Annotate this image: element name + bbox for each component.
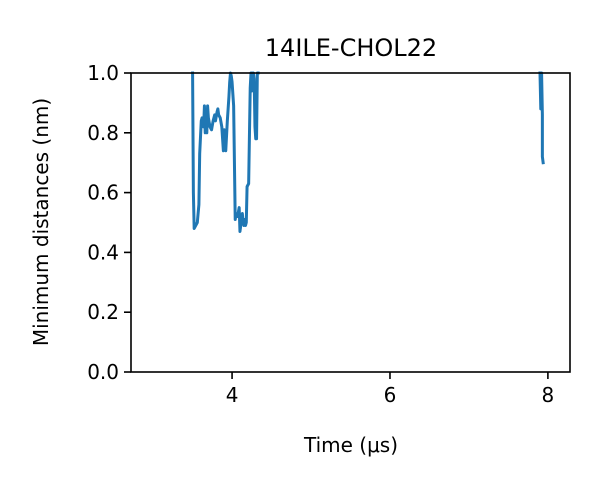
- x-axis-label: Time (μs): [303, 433, 398, 457]
- x-tick-label: 6: [384, 383, 397, 407]
- y-tick-label: 0.4: [87, 240, 119, 264]
- y-tick-label: 1.0: [87, 61, 119, 85]
- y-tick-label: 0.2: [87, 300, 119, 324]
- y-tick-label: 0.6: [87, 181, 119, 205]
- y-tick-label: 0.0: [87, 360, 119, 384]
- x-tick-label: 8: [542, 383, 555, 407]
- y-axis-label: Minimum distances (nm): [29, 98, 53, 346]
- series-line-1: [191, 71, 260, 233]
- x-axis-ticks: 4 6 8: [226, 372, 555, 407]
- axes-frame: [130, 72, 571, 373]
- x-tick-label: 4: [226, 383, 239, 407]
- plot-area: [191, 71, 545, 233]
- y-tick-label: 0.8: [87, 121, 119, 145]
- chart-title: 14ILE-CHOL22: [265, 34, 437, 62]
- y-axis-ticks: 0.0 0.2 0.4 0.6 0.8 1.0: [87, 61, 131, 384]
- series-line-2: [538, 71, 545, 165]
